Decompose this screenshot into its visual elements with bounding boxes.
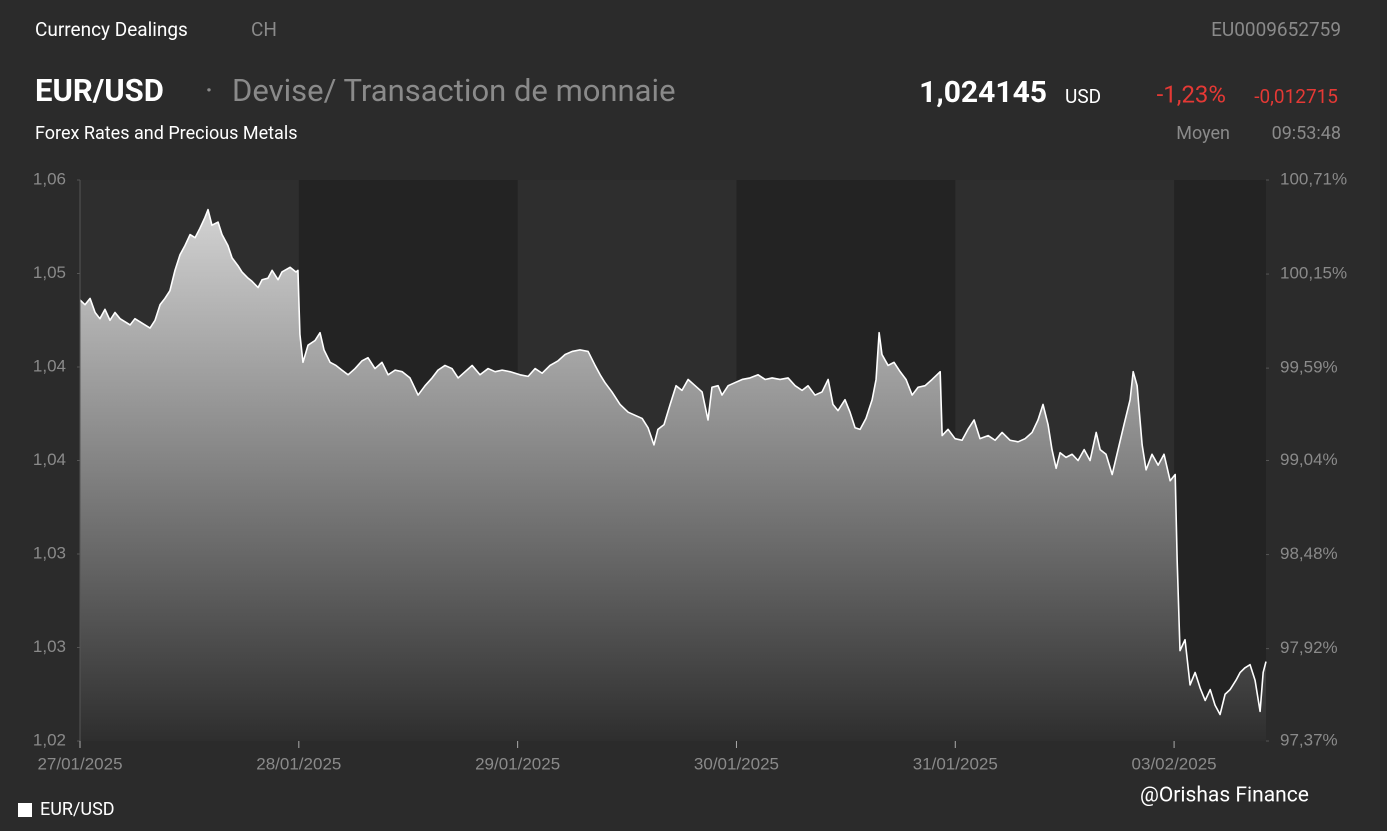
x-tick-label: 27/01/2025 xyxy=(37,754,122,773)
y2-tick-label: 99,04% xyxy=(1280,450,1338,469)
y2-tick-label: 100,71% xyxy=(1280,169,1347,188)
price: 1,024145 xyxy=(919,75,1047,110)
x-tick-label: 28/01/2025 xyxy=(256,754,341,773)
legend-label: EUR/USD xyxy=(40,799,115,820)
isin: EU0009652759 xyxy=(1211,18,1341,41)
x-tick-label: 03/02/2025 xyxy=(1132,754,1217,773)
day-band xyxy=(1174,180,1266,741)
x-tick-label: 31/01/2025 xyxy=(913,754,998,773)
subtitle: Forex Rates and Precious Metals xyxy=(35,123,298,144)
x-tick-label: 30/01/2025 xyxy=(694,754,779,773)
time: 09:53:48 xyxy=(1272,123,1341,144)
y-tick-label: 1,05 xyxy=(33,263,66,282)
y2-tick-label: 97,37% xyxy=(1280,730,1338,749)
currency: USD xyxy=(1065,85,1101,108)
y-tick-label: 1,04 xyxy=(33,356,66,375)
separator: · xyxy=(205,72,213,109)
y-tick-label: 1,04 xyxy=(33,450,66,469)
plot-area: 1,02 1,03 1,03 1,04 1,04 1,05 1,06 97,37% 97,92%… xyxy=(33,169,1347,773)
area-fill xyxy=(80,209,1266,742)
pair: EUR/USD xyxy=(35,72,164,109)
legend-swatch xyxy=(18,803,32,817)
y2-tick-label: 100,15% xyxy=(1280,264,1347,283)
description: Devise/ Transaction de monnaie xyxy=(232,72,676,109)
y2-tick-label: 98,48% xyxy=(1280,544,1338,563)
y-tick-label: 1,06 xyxy=(33,169,66,188)
change-abs: -0,012715 xyxy=(1254,85,1338,108)
y-tick-label: 1,03 xyxy=(33,543,66,562)
change-pct: -1,23% xyxy=(1157,80,1226,108)
y2-tick-label: 99,59% xyxy=(1280,358,1338,377)
line xyxy=(79,208,1267,716)
y-tick-label: 1,02 xyxy=(33,730,66,749)
section: Currency Dealings xyxy=(35,18,188,41)
watermark: @Orishas Finance xyxy=(1140,784,1309,808)
country: CH xyxy=(251,18,277,41)
y2-tick-label: 97,92% xyxy=(1280,638,1338,657)
price-type: Moyen xyxy=(1176,123,1230,144)
y-tick-label: 1,03 xyxy=(33,637,66,656)
x-tick-label: 29/01/2025 xyxy=(475,754,560,773)
